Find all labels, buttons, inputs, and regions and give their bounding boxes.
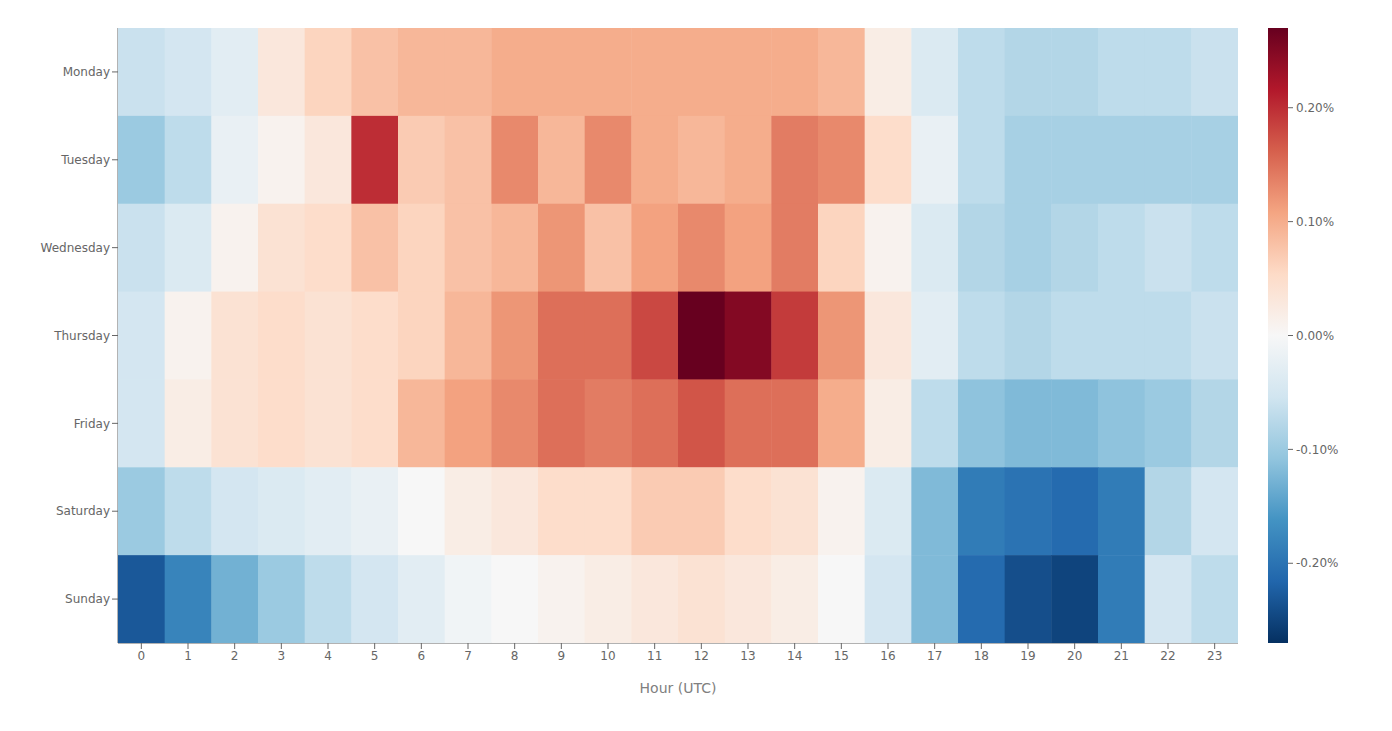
svg-text:11: 11 [647,649,662,663]
svg-text:14: 14 [787,649,802,663]
svg-text:10: 10 [600,649,615,663]
svg-text:23: 23 [1207,649,1222,663]
svg-text:0.20%: 0.20% [1296,101,1334,115]
svg-text:6: 6 [418,649,426,663]
svg-text:Friday: Friday [74,417,110,431]
svg-text:2: 2 [231,649,239,663]
svg-text:0.00%: 0.00% [1296,329,1334,343]
svg-text:8: 8 [511,649,519,663]
svg-text:0: 0 [138,649,146,663]
svg-text:15: 15 [834,649,849,663]
svg-text:Sunday: Sunday [65,592,110,606]
svg-text:7: 7 [464,649,472,663]
svg-text:Thursday: Thursday [53,329,110,343]
svg-text:1: 1 [184,649,192,663]
svg-text:Saturday: Saturday [56,504,110,518]
svg-text:16: 16 [880,649,895,663]
svg-text:5: 5 [371,649,379,663]
svg-text:18: 18 [974,649,989,663]
svg-text:Tuesday: Tuesday [60,153,110,167]
svg-text:Monday: Monday [63,65,110,79]
svg-text:9: 9 [558,649,566,663]
svg-text:20: 20 [1067,649,1082,663]
svg-text:0.10%: 0.10% [1296,215,1334,229]
svg-text:12: 12 [694,649,709,663]
svg-text:-0.20%: -0.20% [1296,556,1338,570]
svg-text:19: 19 [1020,649,1035,663]
svg-text:4: 4 [324,649,332,663]
svg-text:Wednesday: Wednesday [41,241,110,255]
svg-text:Hour (UTC): Hour (UTC) [640,680,717,696]
svg-text:17: 17 [927,649,942,663]
svg-text:13: 13 [740,649,755,663]
svg-text:3: 3 [278,649,286,663]
svg-text:21: 21 [1114,649,1129,663]
svg-text:-0.10%: -0.10% [1296,443,1338,457]
svg-text:22: 22 [1160,649,1175,663]
